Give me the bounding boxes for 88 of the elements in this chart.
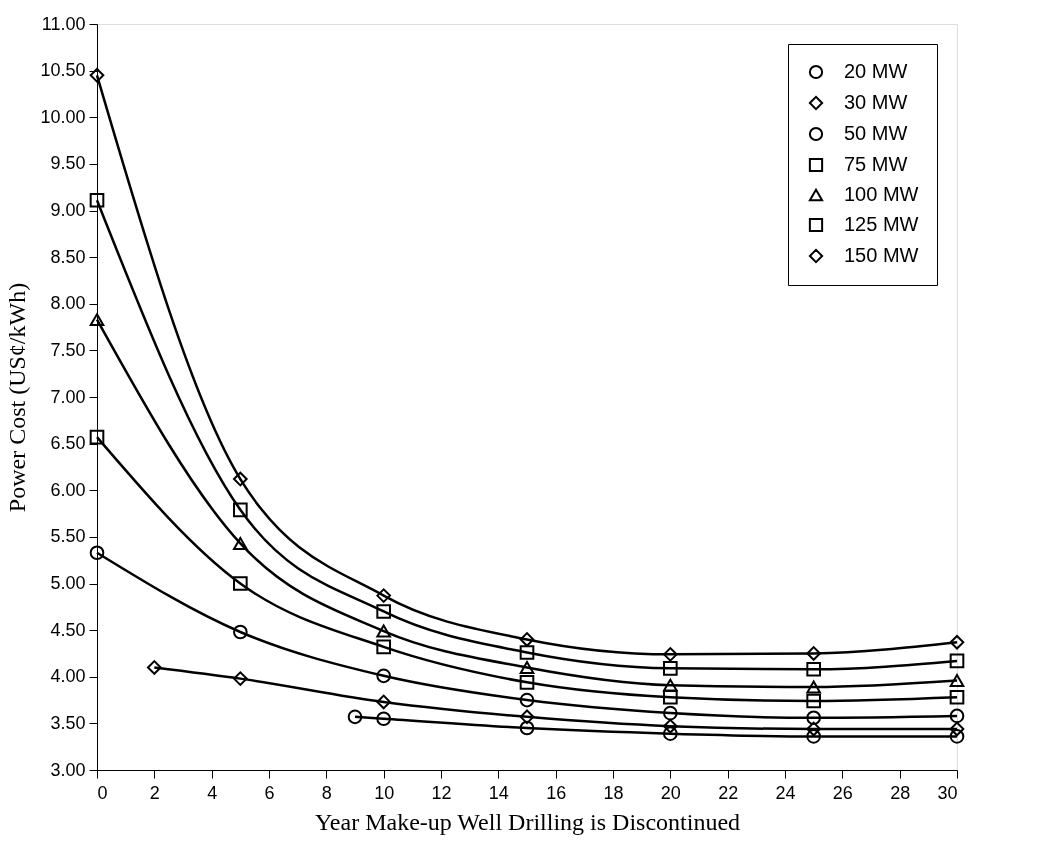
x-axis-title: Year Make-up Well Drilling is Discontinued (314, 808, 741, 835)
point (663, 661, 678, 676)
x-tick-label: 30 (937, 782, 958, 803)
point (89, 67, 105, 83)
point (663, 647, 678, 662)
x-tick-label: 10 (374, 782, 395, 803)
legend-label: 30 MW (844, 91, 908, 113)
point (949, 634, 965, 650)
point (806, 710, 821, 726)
legend-label: 150 MW (844, 244, 919, 266)
y-tick-label: 9.50 (50, 153, 86, 174)
y-tick-label: 5.50 (50, 526, 86, 547)
point (806, 729, 821, 744)
point (806, 693, 821, 709)
point (519, 720, 535, 736)
point (376, 639, 391, 655)
point (376, 668, 391, 684)
point (233, 671, 248, 686)
x-tick-label: 16 (546, 782, 567, 803)
point (663, 689, 678, 705)
point (949, 721, 965, 737)
x-tick-label: 14 (488, 782, 509, 803)
point (376, 604, 391, 619)
point (663, 705, 678, 721)
legend-label: 50 MW (844, 122, 908, 144)
y-tick-label: 6.50 (50, 433, 86, 454)
point (949, 653, 965, 669)
point (233, 471, 248, 487)
point (519, 645, 535, 660)
point (806, 680, 821, 694)
point (347, 709, 363, 725)
point (806, 661, 821, 677)
point (949, 729, 965, 744)
y-tick-label: 3.50 (50, 712, 86, 733)
x-tick-label: 2 (149, 782, 160, 803)
point (949, 708, 965, 724)
point (663, 726, 678, 741)
point (949, 674, 965, 687)
point (89, 313, 105, 327)
y-tick-label: 7.00 (50, 386, 86, 407)
x-tick-label: 26 (832, 782, 853, 803)
point (376, 694, 391, 710)
x-tick-label: 8 (321, 782, 332, 803)
legend-label: 125 MW (844, 213, 919, 235)
point (663, 678, 678, 692)
x-tick-label: 12 (431, 782, 452, 803)
point (519, 660, 535, 674)
point (89, 192, 105, 208)
point (519, 692, 535, 708)
y-tick-label: 3.00 (50, 759, 86, 780)
y-tick-label: 11.00 (41, 13, 86, 34)
point (233, 576, 248, 591)
x-tick-label: 28 (890, 782, 911, 803)
y-tick-label: 8.50 (50, 246, 86, 267)
point (233, 502, 248, 518)
point (519, 709, 535, 725)
y-tick-label: 5.00 (50, 573, 86, 593)
legend-label: 20 MW (844, 60, 908, 82)
y-tick-label: 10.50 (40, 60, 86, 81)
point (806, 646, 821, 661)
x-tick-label: 24 (775, 782, 796, 803)
y-tick-label: 7.50 (50, 339, 86, 360)
point (376, 588, 391, 603)
point (89, 545, 105, 561)
point (376, 711, 391, 727)
point (949, 689, 965, 705)
y-tick-label: 6.00 (50, 479, 86, 500)
y-tick-label: 4.50 (50, 619, 86, 640)
point (147, 660, 162, 675)
x-tick-label: 18 (603, 782, 624, 803)
point (376, 624, 391, 638)
y-tick-label: 4.00 (50, 666, 86, 687)
legend-label: 75 MW (844, 153, 908, 175)
y-axis-title: Power Cost (US¢/kWh) (4, 282, 31, 513)
y-tick-label: 9.00 (50, 200, 86, 220)
x-tick-label: 6 (264, 782, 275, 803)
point (233, 536, 248, 550)
point (519, 632, 535, 647)
y-tick-label: 8.00 (50, 293, 86, 314)
legend-label: 100 MW (844, 183, 919, 205)
x-tick-label: 0 (97, 782, 108, 803)
y-tick-label: 10.00 (40, 106, 86, 127)
x-tick-label: 22 (718, 782, 739, 803)
x-tick-label: 20 (660, 782, 681, 803)
point (233, 624, 248, 640)
point (89, 429, 105, 445)
x-tick-label: 4 (207, 782, 218, 803)
point (519, 675, 535, 690)
